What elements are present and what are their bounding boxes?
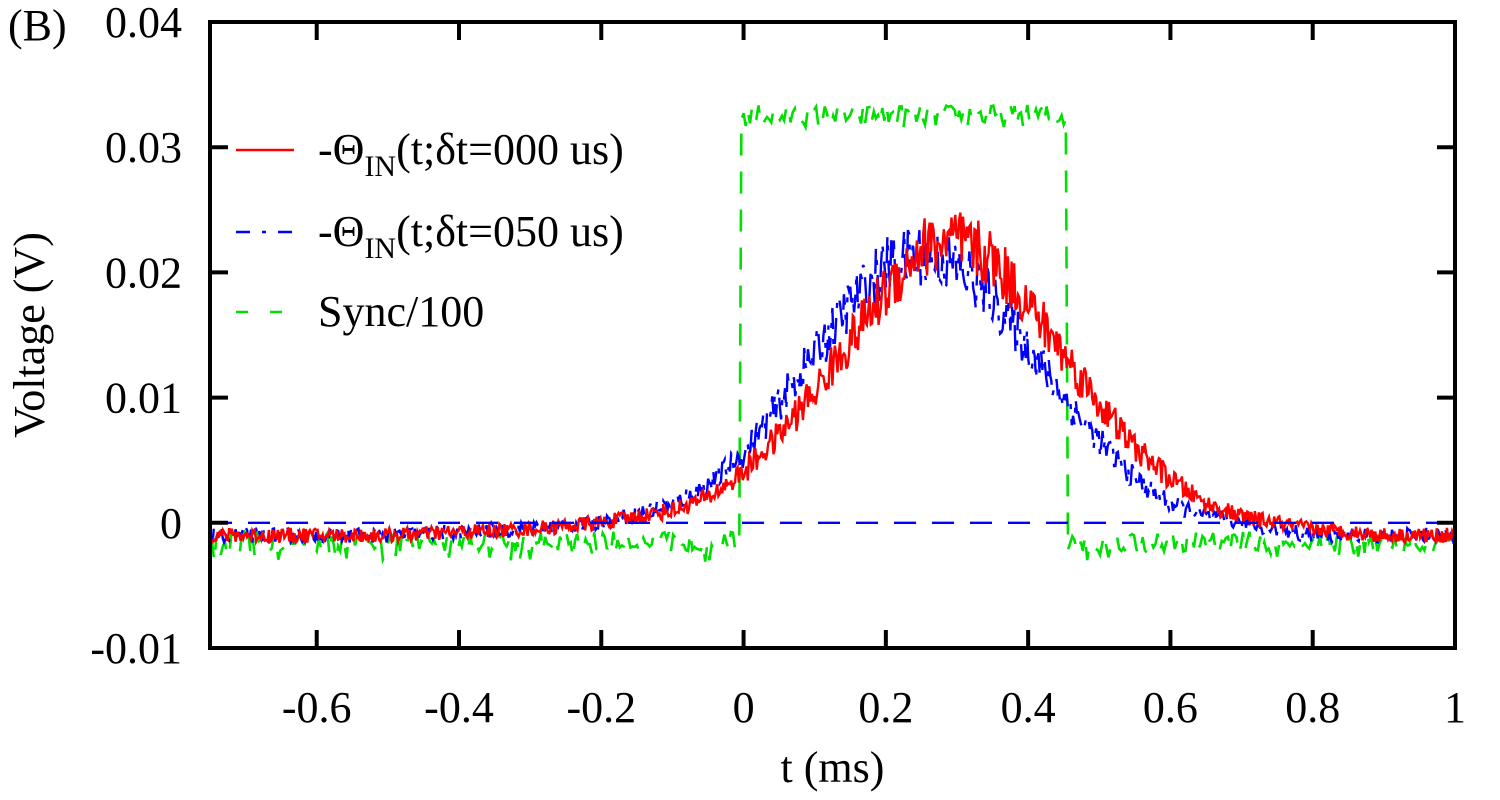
x-axis-title: t (ms) bbox=[781, 743, 885, 792]
x-tick-label: -0.2 bbox=[566, 683, 636, 732]
legend: -ΘIN(t;δt=000 us) -ΘIN(t;δt=050 us) Sync/1… bbox=[228, 112, 713, 344]
x-tick-label: 1 bbox=[1444, 683, 1466, 732]
x-tick-label: -0.4 bbox=[424, 683, 494, 732]
panel-label: (B) bbox=[8, 1, 67, 50]
x-tick-label: 0.8 bbox=[1285, 683, 1340, 732]
x-tick-label: 0 bbox=[733, 683, 755, 732]
x-tick-label: 0.6 bbox=[1143, 683, 1198, 732]
y-tick-label: 0.03 bbox=[105, 123, 182, 172]
series-line-0 bbox=[210, 212, 1455, 547]
y-tick-label: -0.01 bbox=[90, 624, 182, 673]
y-tick-label: 0.02 bbox=[105, 248, 182, 297]
legend-label-2: Sync/100 bbox=[318, 287, 484, 336]
x-tick-label: 0.2 bbox=[858, 683, 913, 732]
y-axis-title: Voltage (V) bbox=[5, 232, 54, 438]
legend-background bbox=[228, 112, 713, 344]
legend-label-0: -ΘIN(t;δt=000 us) bbox=[318, 125, 624, 183]
y-tick-label: 0 bbox=[160, 499, 182, 548]
x-tick-label: -0.6 bbox=[282, 683, 352, 732]
plot-frame bbox=[208, 20, 1457, 650]
legend-label-1: -ΘIN(t;δt=050 us) bbox=[318, 207, 624, 265]
plot-area bbox=[210, 101, 1455, 565]
y-tick-label: 0.01 bbox=[105, 374, 182, 423]
series-line-2 bbox=[210, 101, 1455, 565]
x-tick-label: 0.4 bbox=[1001, 683, 1056, 732]
y-tick-label: 0.04 bbox=[105, 0, 182, 47]
axis-ticks: -0.6 -0.4 -0.2 0 0.2 0.4 0.6 0.8 1 -0.01 0 0.01 0.02… bbox=[90, 0, 1466, 732]
